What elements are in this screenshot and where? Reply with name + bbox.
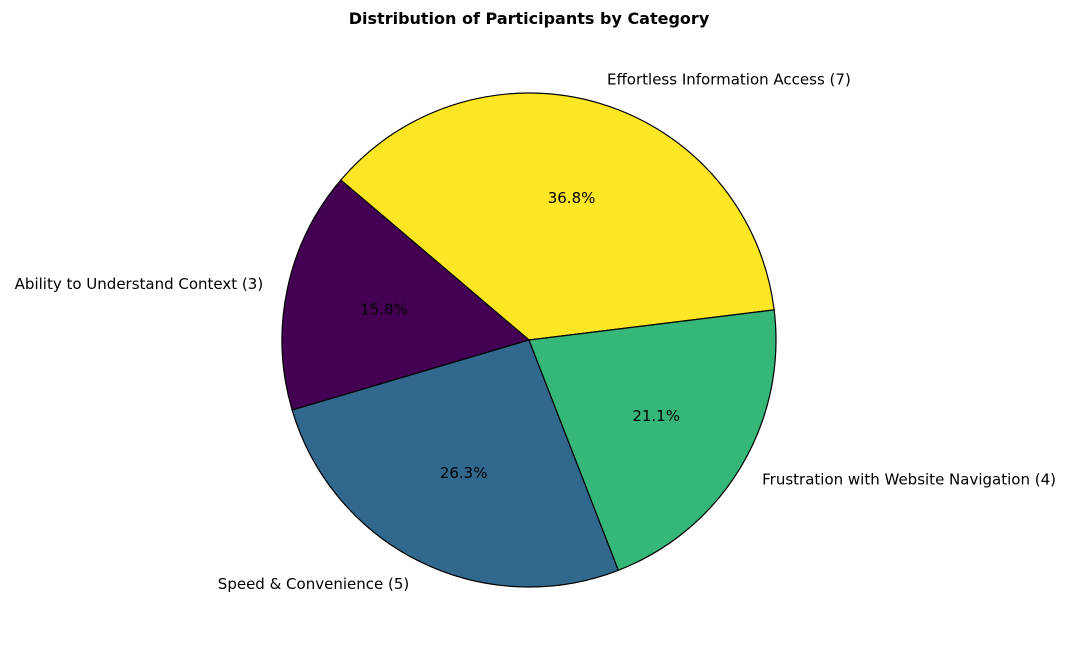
percent-labels: 36.8% 15.8% 26.3% 21.1% bbox=[360, 189, 680, 482]
chart-title: Distribution of Participants by Category bbox=[349, 9, 710, 28]
pie-slice-speed-convenience bbox=[291, 339, 619, 588]
slice-label-frustration-with-website-navigation: Frustration with Website Navigation (4) bbox=[762, 471, 1056, 489]
percent-label-speed-convenience: 26.3% bbox=[440, 464, 488, 482]
percent-label-frustration-with-website-navigation: 21.1% bbox=[632, 407, 680, 425]
percent-label-ability-to-understand-context: 15.8% bbox=[360, 300, 408, 318]
percent-label-effortless-information-access: 36.8% bbox=[548, 189, 596, 207]
slice-labels: Effortless Information Access (7) Ability… bbox=[15, 71, 1056, 593]
pie-slice-effortless-information-access bbox=[340, 92, 775, 341]
slice-label-effortless-information-access: Effortless Information Access (7) bbox=[607, 71, 851, 89]
pie-slice-frustration-with-website-navigation bbox=[528, 309, 777, 571]
slice-label-ability-to-understand-context: Ability to Understand Context (3) bbox=[15, 275, 264, 293]
slice-label-speed-convenience: Speed & Convenience (5) bbox=[218, 575, 409, 593]
pie-slices bbox=[281, 92, 777, 588]
pie-slice-ability-to-understand-context bbox=[281, 179, 530, 411]
